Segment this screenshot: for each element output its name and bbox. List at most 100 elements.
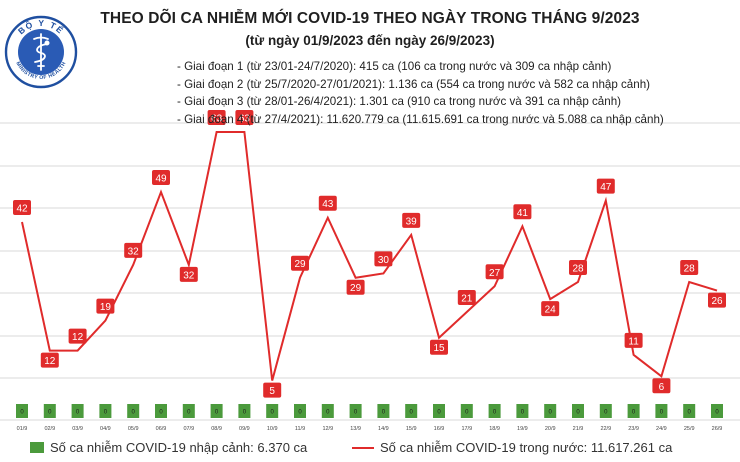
- imported-bar: [683, 404, 696, 418]
- x-tick-label: 24/9: [656, 426, 667, 432]
- x-tick-label: 11/9: [295, 426, 305, 432]
- data-label: 27: [489, 268, 501, 279]
- data-label-box: [179, 266, 198, 282]
- legend-label-imported: Số ca nhiễm COVID-19 nhập cảnh: 6.370 ca: [50, 440, 308, 455]
- x-tick-label: 18/9: [489, 426, 500, 432]
- data-label: 63: [211, 114, 223, 125]
- data-label-box: [430, 339, 448, 355]
- imported-bar-label: 0: [76, 410, 80, 416]
- imported-bar: [377, 404, 390, 418]
- data-label-box: [708, 292, 726, 308]
- x-tick-label: 20/9: [545, 426, 556, 432]
- data-label: 43: [322, 199, 334, 210]
- imported-bar-label: 0: [132, 410, 136, 416]
- data-label-box: [596, 178, 615, 194]
- phase-item: - Giai đoạn 2 (từ 25/7/2020-27/01/2021):…: [177, 77, 651, 91]
- phase-summary-list: - Giai đoạn 1 (từ 23/01-24/7/2020): 415 …: [177, 58, 664, 128]
- imported-bar-label: 0: [576, 410, 580, 416]
- data-label: 29: [294, 259, 306, 270]
- imported-bar: [711, 404, 723, 418]
- data-label-box: [318, 195, 337, 211]
- data-label-box: [457, 290, 476, 305]
- data-label: 29: [350, 283, 362, 294]
- imported-bar: [266, 404, 279, 418]
- data-label: 39: [406, 216, 418, 227]
- x-axis-ticks: 01/9 02/9 03/9 04/9 05/9 06/9 07/9 08/9 09/9 10/9…: [17, 426, 723, 432]
- x-tick-label: 05/9: [128, 426, 139, 432]
- imported-bar: [460, 404, 473, 418]
- imported-bar: [572, 404, 584, 418]
- imported-bar-label: 0: [660, 410, 664, 416]
- data-label: 30: [378, 255, 390, 266]
- data-label: 12: [44, 356, 56, 367]
- grid-lines: [0, 122, 740, 421]
- data-label-box: [13, 200, 31, 215]
- legend-label-domestic: Số ca nhiễm COVID-19 trong nước: 11.617.…: [380, 440, 673, 455]
- imported-bar-label: 0: [549, 410, 553, 416]
- data-label-box: [207, 110, 226, 125]
- imported-bar-label: 0: [215, 410, 219, 416]
- x-tick-label: 19/9: [517, 426, 528, 432]
- x-tick-label: 01/9: [17, 426, 28, 432]
- data-label: 12: [72, 332, 84, 343]
- data-label: 32: [183, 270, 195, 281]
- x-tick-label: 16/9: [434, 426, 445, 432]
- imported-bar: [155, 404, 167, 418]
- imported-bar: [627, 404, 640, 418]
- imported-bar: [182, 404, 195, 418]
- data-label: 63: [239, 114, 251, 125]
- chart-subtitle: (từ ngày 01/9/2023 đến ngày 26/9/2023): [245, 33, 495, 48]
- legend-item-domestic: Số ca nhiễm COVID-19 trong nước: 11.617.…: [352, 440, 672, 455]
- data-label: 42: [16, 204, 28, 215]
- legend-item-imported: Số ca nhiễm COVID-19 nhập cảnh: 6.370 ca: [30, 440, 307, 455]
- imported-bar-label: 0: [688, 410, 692, 416]
- imported-bar-label: 0: [437, 410, 441, 416]
- imported-bar: [99, 404, 112, 418]
- data-label-box: [402, 212, 421, 228]
- data-label: 32: [128, 246, 140, 257]
- x-tick-label: 03/9: [72, 426, 83, 432]
- imported-bar-label: 0: [465, 410, 469, 416]
- x-tick-label: 23/9: [628, 426, 639, 432]
- data-label: 19: [100, 302, 112, 313]
- data-label: 28: [572, 264, 584, 275]
- legend-swatch-bar: [30, 442, 44, 453]
- x-tick-label: 25/9: [684, 426, 695, 432]
- imported-bar-label: 0: [48, 410, 52, 416]
- x-tick-label: 10/9: [267, 426, 278, 432]
- imported-bar: [655, 404, 668, 418]
- imported-bar-label: 0: [521, 410, 525, 416]
- data-label-box: [541, 301, 560, 317]
- imported-bar-label: 0: [104, 410, 108, 416]
- imported-bar-label: 0: [20, 410, 24, 416]
- data-label-box: [96, 298, 115, 314]
- x-tick-label: 09/9: [239, 426, 250, 432]
- data-label-box: [374, 251, 393, 267]
- imported-bar: [71, 404, 84, 418]
- legend: Số ca nhiễm COVID-19 nhập cảnh: 6.370 ca…: [0, 438, 740, 460]
- imported-bar: [321, 404, 334, 418]
- imported-bar-label: 0: [243, 410, 247, 416]
- data-label: 47: [600, 182, 612, 193]
- data-label-box: [235, 110, 254, 125]
- imported-bar: [210, 404, 223, 418]
- imported-bar: [433, 404, 445, 418]
- data-label: 41: [517, 208, 529, 219]
- data-label-box: [68, 328, 87, 344]
- imported-bar-label: 0: [715, 410, 719, 416]
- ministry-logo: BỘ Y TẾ MINISTRY OF HEALTH: [4, 15, 78, 89]
- x-tick-label: 12/9: [322, 426, 333, 432]
- legend-swatch-line: [352, 446, 374, 449]
- imported-bar-label: 0: [354, 410, 358, 416]
- data-label: 15: [433, 343, 445, 354]
- imported-bar: [599, 404, 612, 418]
- data-label-box: [263, 382, 282, 398]
- data-label-box: [346, 279, 365, 295]
- x-tick-label: 15/9: [406, 426, 417, 432]
- data-label: 6: [659, 382, 665, 393]
- imported-bars: 0 0 0 0 0 0 0 0 0 0 0 0 0 0 0 0 0 0 0 0 0 0 0 0 0 0: [16, 404, 723, 418]
- imported-bar: [43, 404, 56, 418]
- data-label: 21: [461, 294, 473, 305]
- imported-bar-label: 0: [187, 410, 191, 416]
- phase-item: - Giai đoạn 3 (từ 28/01-26/4/2021): 1.30…: [177, 95, 621, 109]
